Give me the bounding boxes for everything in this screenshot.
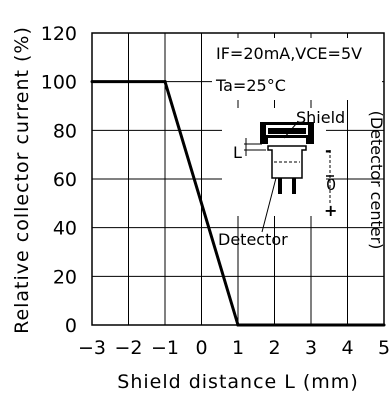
x-tick-label: 5 [378,337,390,359]
y-tick-labels: 0 20 40 60 80 100 120 [41,23,77,337]
data-point [382,323,386,327]
plus-sign: + [324,201,337,220]
conditions-text: IF=20mA,VCE=5V [216,44,362,63]
y-tick-label: 20 [53,266,77,288]
y-tick-label: 80 [53,120,77,142]
x-axis-label: Shield distance L (mm) [117,371,358,393]
detector-inset-diagram: L - 0 + [222,108,337,233]
series-points [90,80,386,327]
x-tick-label: 1 [232,337,244,359]
x-tick-label: −3 [78,337,106,359]
y-tick-label: 0 [65,315,77,337]
temperature-text: Ta=25°C [215,76,286,95]
minus-sign: - [325,141,332,160]
x-tick-labels: −3 −2 −1 0 1 2 3 4 5 [78,337,390,359]
y-tick-label: 60 [53,169,77,191]
conditions-background [212,38,382,100]
y-tick-label: 100 [41,72,77,94]
y-axis-label: Relative collector current (%) [11,26,33,334]
x-tick-label: 2 [268,337,280,359]
detector-label: Detector [218,230,288,249]
center-mark: 0 [326,175,336,194]
x-tick-label: 0 [195,337,207,359]
data-point [236,323,240,327]
series-line [92,80,384,327]
y-tick-label: 40 [53,218,77,240]
x-tick-label: −1 [151,337,179,359]
data-point [90,80,94,84]
data-point [163,80,167,84]
x-tick-label: 4 [341,337,353,359]
detector-center-label: (Detector center) [367,111,386,250]
shield-label: Shield [296,108,345,127]
x-tick-label: −2 [114,337,142,359]
length-label: L [233,143,242,162]
x-tick-label: 3 [305,337,317,359]
y-tick-label: 120 [41,23,77,45]
